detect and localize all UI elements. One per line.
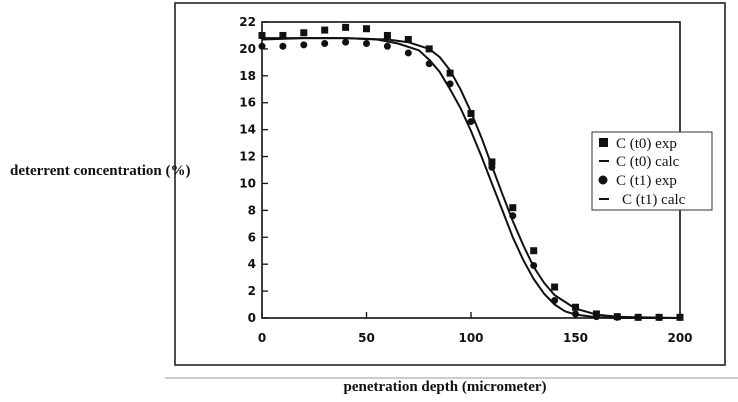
data-point-square — [551, 283, 559, 291]
y-tick-label: 8 — [248, 203, 256, 217]
legend-circle-marker — [598, 175, 608, 185]
y-tick-label: 4 — [248, 257, 256, 271]
data-point-square — [279, 31, 287, 39]
series-3 — [261, 37, 680, 319]
data-point-square — [363, 25, 370, 33]
data-point-circle — [530, 262, 538, 270]
legend-label: C (t1) calc — [622, 192, 686, 208]
y-axis-ticks: 0 2 4 6 8 10 12 14 16 18 20 22 — [239, 15, 268, 325]
legend-label: C (t0) exp — [616, 136, 677, 152]
legend: C (t0) exp C (t0) calc C (t1) exp C (t1)… — [591, 131, 713, 211]
x-tick-label: 0 — [258, 331, 266, 345]
data-point-circle — [509, 212, 517, 220]
x-tick-label: 100 — [458, 331, 483, 345]
y-axis-title: deterrent concentration (%) — [10, 163, 191, 179]
data-point-circle — [467, 118, 475, 126]
data-point-circle — [383, 42, 391, 50]
data-point-circle — [363, 40, 370, 48]
legend-box — [591, 131, 713, 211]
y-tick-label: 20 — [239, 42, 256, 56]
data-point-circle — [488, 163, 496, 171]
data-point-square — [342, 23, 350, 31]
series-layer — [258, 23, 684, 321]
data-point-circle — [279, 42, 287, 50]
legend-item-t1-exp: C (t1) exp — [598, 173, 677, 189]
data-point-square — [572, 303, 579, 311]
y-tick-label: 18 — [239, 69, 256, 83]
x-tick-label: 150 — [563, 331, 588, 345]
data-point-square — [321, 26, 329, 34]
x-tick-label: 50 — [358, 331, 375, 345]
y-tick-label: 2 — [248, 284, 256, 298]
y-tick-label: 6 — [248, 230, 256, 244]
data-point-square — [509, 204, 517, 212]
series-line — [261, 37, 680, 319]
data-point-square — [530, 247, 538, 255]
y-tick-label: 12 — [239, 150, 256, 164]
data-point-square — [404, 35, 412, 43]
y-tick-label: 10 — [239, 176, 256, 190]
data-point-circle — [300, 41, 308, 49]
x-tick-label: 200 — [667, 331, 692, 345]
y-tick-label: 0 — [248, 311, 256, 325]
y-tick-label: 22 — [239, 15, 256, 29]
data-point-square — [258, 31, 266, 39]
data-point-square — [488, 158, 496, 166]
legend-item-t1-calc: C (t1) calc — [599, 192, 686, 208]
data-point-circle — [342, 38, 350, 46]
data-point-circle — [404, 49, 412, 57]
data-point-circle — [321, 40, 329, 48]
y-tick-label: 14 — [239, 123, 256, 137]
legend-square-marker — [599, 138, 608, 147]
data-point-square — [383, 31, 391, 39]
legend-label: C (t0) calc — [616, 154, 680, 170]
legend-item-t0-exp: C (t0) exp — [599, 136, 677, 152]
data-point-square — [300, 29, 308, 37]
y-tick-label: 16 — [239, 96, 256, 110]
x-axis-title: penetration depth (micrometer) — [344, 379, 547, 395]
data-point-circle — [258, 42, 266, 50]
data-point-square — [446, 69, 454, 77]
figure-frame — [174, 2, 726, 366]
legend-label: C (t1) exp — [616, 173, 677, 189]
legend-item-t0-calc: C (t0) calc — [599, 154, 680, 170]
